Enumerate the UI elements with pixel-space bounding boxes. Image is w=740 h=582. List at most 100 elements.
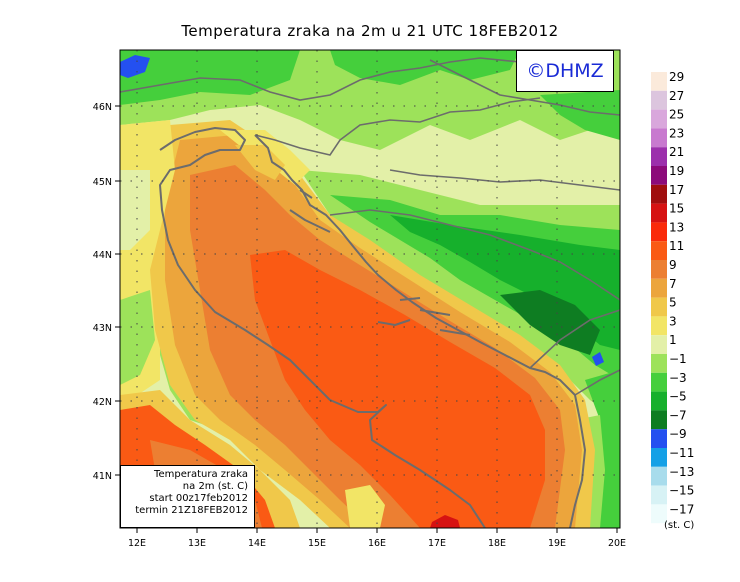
colorbar-label: −9	[669, 427, 687, 441]
colorbar-label: −3	[669, 371, 687, 385]
coastal-cold-spot	[592, 352, 604, 366]
lat-label: 42N	[93, 397, 112, 408]
colorbar-swatch	[651, 241, 667, 260]
island-outline	[399, 297, 421, 301]
map-title: Temperatura zraka na 2m u 21 UTC 18FEB20…	[181, 22, 559, 40]
colorbar-label: 3	[669, 314, 677, 328]
colorbar: 29 27 25 23 21 19 17 15 13 11 9 7 5 3 1 −1 −3 −5 −7 −9 −11 −1…	[651, 70, 694, 524]
dinaric-coldest-zone	[390, 215, 620, 350]
colorbar-unit: (st. C)	[664, 520, 694, 531]
colorbar-swatch	[651, 410, 667, 430]
axis-ticks	[115, 105, 618, 533]
info-line-variable: Temperatura zraka	[154, 469, 248, 480]
lon-label: 12E	[128, 538, 146, 549]
colorbar-swatch	[651, 391, 667, 411]
lon-label: 17E	[428, 538, 446, 549]
lat-label: 46N	[93, 102, 112, 113]
lon-label: 13E	[188, 538, 206, 549]
lon-label: 19E	[548, 538, 566, 549]
island-outline	[377, 319, 411, 326]
colorbar-swatch	[651, 260, 667, 279]
colorbar-swatch	[651, 485, 667, 505]
colorbar-swatch	[651, 297, 667, 317]
colorbar-label: 7	[669, 277, 677, 291]
colorbar-swatch	[651, 372, 667, 392]
island-outline	[419, 309, 451, 316]
colorbar-swatch	[651, 354, 667, 373]
colorbar-label: −5	[669, 390, 687, 404]
lon-label: 15E	[308, 538, 326, 549]
lon-label: 18E	[488, 538, 506, 549]
colorbar-swatch	[651, 316, 667, 336]
colorbar-label: 19	[669, 164, 684, 178]
slovenia-croatia-border	[254, 97, 541, 156]
colorbar-label: −17	[669, 502, 694, 516]
hungary-border	[429, 59, 620, 116]
colorbar-swatch	[651, 448, 667, 467]
bosnia-south-border	[329, 209, 620, 301]
italy-east-coastline	[159, 127, 486, 528]
colorbar-swatch	[651, 278, 667, 298]
colorbar-label: −1	[669, 352, 687, 366]
adriatic-core-warmest	[250, 250, 545, 528]
colorbar-label: 5	[669, 296, 677, 310]
colorbar-swatch	[651, 203, 667, 223]
colorbar-swatch	[651, 335, 667, 354]
colorbar-label: −7	[669, 408, 687, 422]
colorbar-label: 21	[669, 145, 684, 159]
lon-label: 16E	[368, 538, 386, 549]
italy-cold-coast	[120, 290, 155, 385]
lon-labels: 12E 13E 14E 15E 16E 17E 18E 19E 20E	[128, 538, 626, 549]
lat-label: 44N	[93, 250, 112, 261]
colorbar-swatch	[651, 466, 667, 486]
istria-warm	[235, 145, 285, 180]
colorbar-label: 17	[669, 183, 684, 197]
bosnia-north-border	[389, 169, 620, 191]
northern-border	[120, 57, 521, 101]
colorbar-label: 15	[669, 202, 684, 216]
lat-label: 43N	[93, 323, 112, 334]
borders	[120, 57, 620, 396]
pannonia-warm-patch	[390, 140, 620, 205]
lat-labels: 46N 45N 44N 43N 42N 41N	[93, 102, 112, 482]
lon-label: 20E	[608, 538, 626, 549]
info-line-level: na 2m (st. C)	[182, 481, 248, 492]
info-box: Temperatura zraka na 2m (st. C) start 00…	[120, 465, 255, 528]
colorbar-swatch	[651, 128, 667, 148]
colorbar-swatch	[651, 429, 667, 448]
info-line-start: start 00z17feb2012	[149, 493, 248, 504]
balkan-coastline	[254, 134, 586, 528]
colorbar-swatch	[651, 72, 667, 91]
lat-label: 45N	[93, 177, 112, 188]
south-coast-mild	[345, 485, 385, 528]
plot-frame	[119, 49, 621, 529]
south-hot-spot	[430, 515, 460, 528]
lon-label: 14E	[248, 538, 266, 549]
dhmz-logo: ©DHMZ	[516, 50, 614, 92]
colorbar-swatch	[651, 222, 667, 242]
colorbar-label: 25	[669, 108, 684, 122]
alpine-cold-spot	[120, 55, 150, 78]
island-outline	[289, 209, 331, 233]
colorbar-swatch	[651, 90, 667, 110]
colorbar-label: 13	[669, 220, 684, 234]
colorbar-label: −13	[669, 465, 694, 479]
montenegro-border	[529, 309, 620, 369]
temperature-field	[120, 50, 620, 528]
colorbar-swatch	[651, 147, 667, 166]
info-line-termin: termin 21Z18FEB2012	[135, 505, 248, 516]
montenegro-coldest-core	[500, 290, 600, 355]
colorbar-label: 27	[669, 89, 684, 103]
colorbar-swatch	[651, 109, 667, 129]
island-outline	[439, 329, 471, 336]
colorbar-label: 1	[669, 333, 677, 347]
coastlines	[159, 127, 586, 528]
colorbar-swatch	[651, 184, 667, 204]
colorbar-label: −11	[669, 446, 694, 460]
island-outline	[299, 189, 313, 199]
albania-border	[574, 369, 620, 396]
colorbar-label: 11	[669, 239, 684, 253]
lat-label: 41N	[93, 471, 112, 482]
colorbar-label: −15	[669, 484, 694, 498]
